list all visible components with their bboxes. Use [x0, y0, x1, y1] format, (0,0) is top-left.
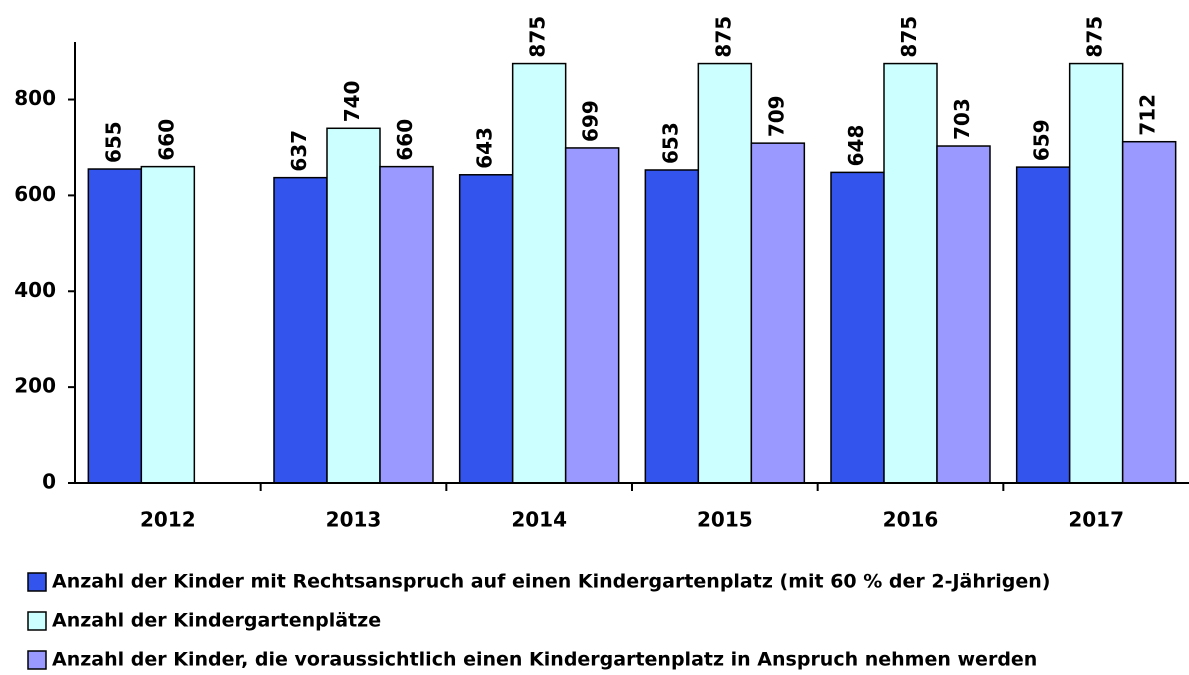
data-label: 637	[287, 130, 311, 172]
x-tick-label: 2012	[140, 508, 196, 532]
data-label: 659	[1030, 119, 1054, 161]
bar	[273, 176, 328, 484]
bar	[936, 145, 991, 484]
bar	[644, 169, 700, 484]
data-label: 709	[764, 95, 788, 137]
bar	[830, 171, 885, 484]
bar	[140, 165, 196, 484]
x-tick-label: 2017	[1068, 508, 1124, 532]
legend-label: Anzahl der Kindergartenplätze	[52, 610, 381, 632]
legend-swatch	[27, 611, 47, 631]
y-tick-label: 400	[14, 278, 56, 302]
data-label: 648	[844, 125, 868, 167]
bar	[1121, 140, 1177, 484]
data-label: 660	[154, 119, 178, 161]
bar	[697, 62, 753, 484]
x-tick-label: 2014	[511, 508, 567, 532]
data-label: 703	[950, 98, 974, 140]
legend-label: Anzahl der Kinder mit Rechtsanspruch auf…	[52, 571, 1050, 593]
x-tick-label: 2015	[697, 508, 753, 532]
data-label: 655	[101, 121, 125, 163]
x-tick-label: 2016	[883, 508, 939, 532]
bar	[511, 62, 567, 484]
bar	[87, 168, 143, 484]
bar	[564, 147, 620, 484]
y-tick-label: 200	[14, 374, 56, 398]
data-label: 653	[658, 122, 682, 164]
y-tick-label: 800	[14, 86, 56, 110]
y-tick-label: 600	[14, 182, 56, 206]
bar	[379, 165, 434, 484]
data-label: 875	[897, 16, 921, 58]
bar	[750, 142, 806, 484]
data-label: 875	[526, 16, 550, 58]
legend-swatch	[27, 572, 47, 592]
data-label: 875	[711, 16, 735, 58]
bar	[883, 62, 938, 484]
legend-swatch	[27, 650, 47, 670]
data-label: 712	[1136, 94, 1160, 136]
bar	[326, 127, 381, 484]
x-tick-label: 2013	[326, 508, 382, 532]
bar	[1015, 166, 1071, 484]
y-tick-label: 0	[42, 470, 56, 494]
data-label: 643	[473, 127, 497, 169]
data-label: 875	[1083, 16, 1107, 58]
legend-label: Anzahl der Kinder, die voraussichtlich e…	[52, 649, 1037, 671]
data-label: 699	[579, 100, 603, 142]
bar	[1068, 62, 1124, 484]
data-label: 740	[340, 81, 364, 123]
bar	[458, 174, 514, 484]
data-label: 660	[393, 119, 417, 161]
